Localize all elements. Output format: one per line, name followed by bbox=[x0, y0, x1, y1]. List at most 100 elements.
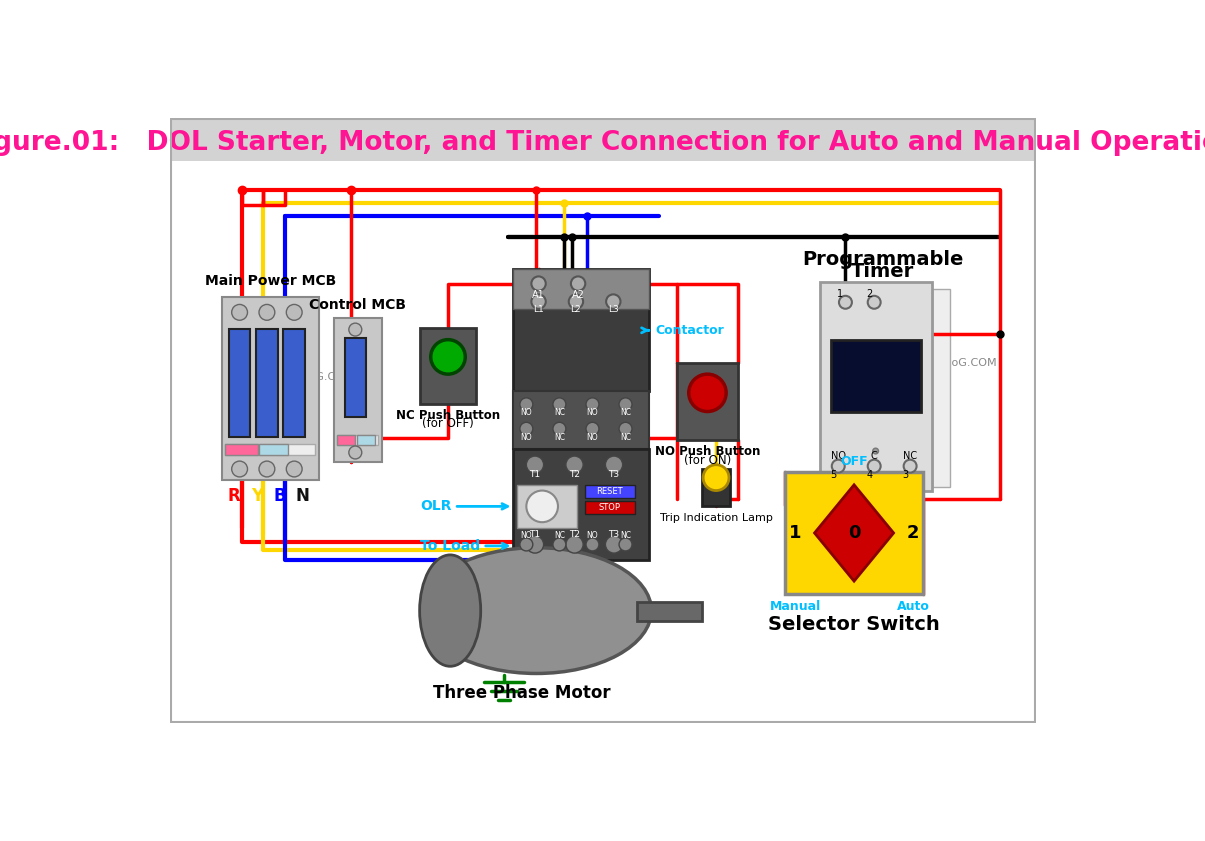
Text: T1: T1 bbox=[529, 470, 541, 479]
Bar bbox=[225, 444, 315, 455]
Bar bbox=[357, 435, 375, 445]
Text: T2: T2 bbox=[569, 470, 580, 479]
Text: To Load: To Load bbox=[421, 539, 507, 553]
Bar bbox=[225, 444, 258, 455]
Text: NC Push Button: NC Push Button bbox=[396, 409, 500, 421]
Text: Y: Y bbox=[251, 487, 263, 505]
Circle shape bbox=[519, 398, 533, 410]
Text: NO: NO bbox=[587, 532, 598, 541]
Text: (for ON): (for ON) bbox=[683, 454, 731, 467]
Text: NO Push Button: NO Push Button bbox=[654, 445, 760, 458]
Text: NO: NO bbox=[521, 433, 533, 442]
Text: NO: NO bbox=[521, 532, 533, 541]
Circle shape bbox=[430, 340, 465, 374]
Bar bbox=[517, 484, 577, 528]
Text: Figure.01:   DOL Starter, Motor, and Timer Connection for Auto and Manual Operat: Figure.01: DOL Starter, Motor, and Timer… bbox=[0, 130, 1205, 156]
Text: ©WWW.ETechnoG.COM: ©WWW.ETechnoG.COM bbox=[866, 357, 998, 368]
Text: T3: T3 bbox=[609, 530, 619, 539]
Text: 0: 0 bbox=[848, 524, 860, 542]
Text: STOP: STOP bbox=[599, 503, 621, 511]
Circle shape bbox=[231, 461, 247, 477]
Circle shape bbox=[605, 536, 623, 553]
Text: NC: NC bbox=[621, 433, 631, 442]
Circle shape bbox=[606, 294, 621, 309]
Circle shape bbox=[586, 538, 599, 551]
Bar bbox=[283, 329, 305, 436]
Circle shape bbox=[519, 538, 533, 551]
Text: 5: 5 bbox=[830, 470, 836, 479]
Polygon shape bbox=[815, 484, 894, 581]
Circle shape bbox=[571, 277, 586, 291]
Text: Control MCB: Control MCB bbox=[308, 299, 406, 312]
Text: 2: 2 bbox=[906, 524, 919, 542]
Circle shape bbox=[519, 422, 533, 436]
Bar bbox=[222, 297, 318, 479]
Circle shape bbox=[619, 538, 631, 551]
Text: 1: 1 bbox=[837, 289, 843, 299]
Text: RESET: RESET bbox=[596, 487, 623, 496]
Circle shape bbox=[839, 296, 852, 309]
Text: NC: NC bbox=[554, 532, 565, 541]
Text: Selector Switch: Selector Switch bbox=[768, 615, 940, 634]
Text: Three Phase Motor: Three Phase Motor bbox=[434, 685, 611, 702]
Circle shape bbox=[231, 304, 247, 320]
Circle shape bbox=[348, 446, 361, 459]
Bar bbox=[259, 444, 288, 455]
Circle shape bbox=[531, 294, 546, 309]
Circle shape bbox=[619, 422, 631, 436]
Bar bbox=[345, 338, 366, 417]
Text: 2: 2 bbox=[866, 289, 872, 299]
Ellipse shape bbox=[419, 555, 481, 666]
Circle shape bbox=[872, 448, 878, 454]
Text: NC: NC bbox=[554, 409, 565, 417]
Bar bbox=[821, 283, 931, 490]
Text: T1: T1 bbox=[529, 530, 541, 539]
Circle shape bbox=[904, 460, 917, 473]
Circle shape bbox=[527, 536, 543, 553]
Text: ©WWW.ETechnoG.COM: ©WWW.ETechnoG.COM bbox=[224, 372, 354, 382]
Text: A2: A2 bbox=[571, 290, 584, 300]
Bar bbox=[677, 362, 739, 440]
Circle shape bbox=[531, 277, 546, 291]
Circle shape bbox=[619, 398, 631, 410]
Circle shape bbox=[566, 456, 583, 473]
Bar bbox=[584, 500, 635, 514]
Text: Timer: Timer bbox=[851, 262, 915, 281]
Text: Contactor: Contactor bbox=[641, 324, 724, 336]
Circle shape bbox=[831, 460, 845, 473]
Circle shape bbox=[527, 456, 543, 473]
Text: OFF: OFF bbox=[840, 455, 868, 468]
Bar bbox=[337, 435, 378, 445]
Circle shape bbox=[868, 460, 881, 473]
Bar bbox=[513, 391, 648, 449]
Text: L3: L3 bbox=[609, 305, 618, 314]
Circle shape bbox=[689, 374, 727, 411]
Text: NO: NO bbox=[830, 451, 846, 461]
Circle shape bbox=[527, 490, 558, 522]
Bar bbox=[513, 269, 648, 309]
Text: NO: NO bbox=[587, 409, 598, 417]
Text: NO: NO bbox=[587, 433, 598, 442]
Bar bbox=[257, 329, 277, 436]
Bar bbox=[337, 435, 355, 445]
Circle shape bbox=[348, 323, 361, 336]
Ellipse shape bbox=[422, 547, 652, 674]
Bar bbox=[831, 340, 921, 411]
Bar bbox=[421, 328, 476, 404]
Text: WWW.ETechnoG.COM: WWW.ETechnoG.COM bbox=[462, 579, 611, 592]
Text: Manual: Manual bbox=[770, 600, 821, 613]
Circle shape bbox=[259, 304, 275, 320]
Text: Trip Indication Lamp: Trip Indication Lamp bbox=[659, 513, 772, 523]
Circle shape bbox=[287, 304, 302, 320]
Text: 4: 4 bbox=[866, 470, 872, 479]
Circle shape bbox=[287, 461, 302, 477]
Bar bbox=[584, 484, 635, 498]
Circle shape bbox=[259, 461, 275, 477]
Bar bbox=[513, 449, 648, 560]
Bar bbox=[229, 329, 251, 436]
Text: Auto: Auto bbox=[897, 600, 929, 613]
Text: C: C bbox=[871, 451, 877, 461]
Circle shape bbox=[586, 398, 599, 410]
Bar bbox=[513, 269, 648, 391]
Text: N: N bbox=[296, 487, 310, 505]
